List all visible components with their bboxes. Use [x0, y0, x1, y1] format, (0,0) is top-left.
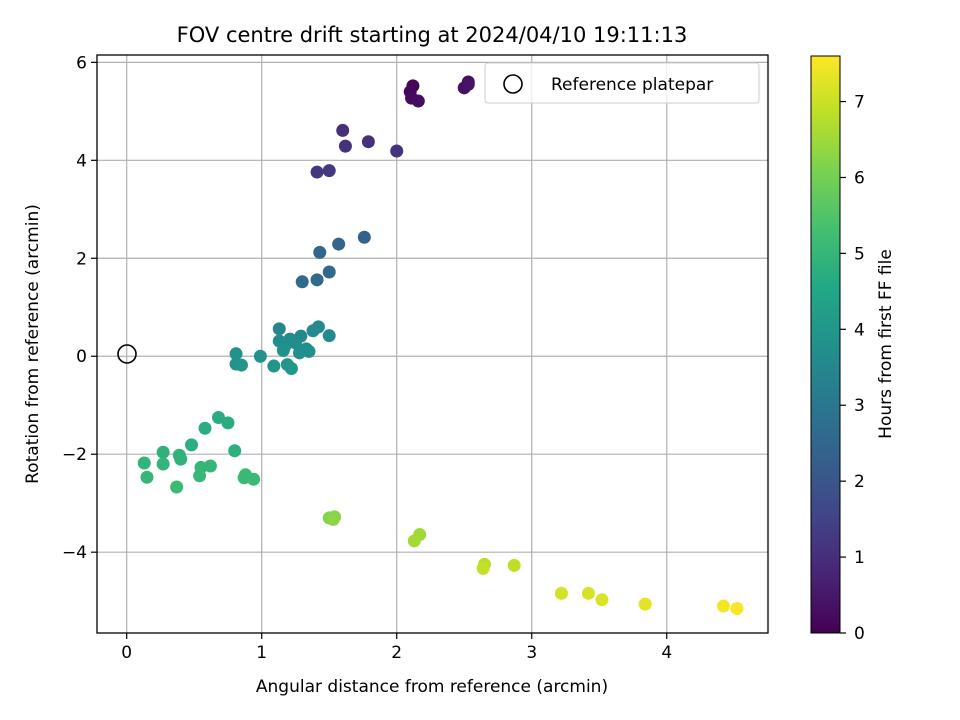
data-point — [332, 237, 346, 251]
data-point — [322, 164, 336, 178]
y-axis-label: Rotation from reference (arcmin) — [23, 204, 43, 484]
data-point — [716, 599, 730, 613]
data-point — [554, 586, 568, 600]
data-point — [229, 347, 243, 361]
colorbar-tick-label: 4 — [854, 320, 865, 340]
data-points — [137, 75, 744, 616]
x-tick-label: 3 — [526, 643, 537, 663]
data-point — [276, 343, 290, 357]
plot-frame — [96, 54, 769, 634]
data-point — [581, 586, 595, 600]
y-tick-label: 6 — [76, 53, 87, 73]
data-point — [310, 273, 324, 287]
colorbar-tick-label: 7 — [854, 93, 865, 113]
x-axis-label: Angular distance from reference (arcmin) — [256, 677, 608, 697]
data-point — [336, 123, 350, 137]
data-point — [156, 457, 170, 471]
data-point — [140, 470, 154, 484]
y-tick-label: −4 — [62, 543, 87, 563]
data-point — [295, 275, 309, 289]
legend-marker — [503, 74, 523, 94]
y-axis-ticks: −4 −2 0 2 4 6 — [62, 53, 97, 563]
data-point — [357, 230, 371, 244]
data-point — [306, 324, 320, 338]
data-point — [267, 359, 281, 373]
data-point — [390, 144, 404, 158]
data-point — [170, 480, 184, 494]
colorbar-tick-label: 0 — [854, 624, 865, 644]
data-point — [461, 77, 475, 91]
colorbar-tick-label: 3 — [854, 396, 865, 416]
data-point — [326, 512, 340, 526]
data-point — [212, 410, 226, 424]
data-point — [338, 139, 352, 153]
y-tick-label: 2 — [76, 249, 87, 269]
y-tick-label: −2 — [62, 445, 87, 465]
data-point — [313, 245, 327, 259]
data-point — [198, 421, 212, 435]
colorbar-tick-label: 2 — [854, 472, 865, 492]
data-point — [272, 322, 286, 336]
data-point — [234, 358, 248, 372]
x-tick-label: 0 — [121, 643, 132, 663]
colorbar — [810, 55, 841, 634]
data-point — [730, 602, 744, 616]
reference-marker — [117, 344, 137, 364]
colorbar-tick-label: 6 — [854, 168, 865, 188]
data-point — [156, 445, 170, 459]
data-point — [193, 469, 207, 483]
data-point — [411, 94, 425, 108]
data-point — [253, 349, 267, 363]
data-point — [247, 472, 261, 486]
data-point — [228, 444, 242, 458]
data-point — [361, 135, 375, 149]
data-point — [185, 438, 199, 452]
data-point — [595, 593, 609, 607]
data-point — [476, 561, 490, 575]
data-point — [137, 456, 151, 470]
chart-title: FOV centre drift starting at 2024/04/10 … — [177, 23, 688, 47]
data-point — [638, 597, 652, 611]
data-point — [174, 452, 188, 466]
colorbar-tick-label: 5 — [854, 244, 865, 264]
data-point — [302, 344, 316, 358]
y-tick-label: 0 — [76, 347, 87, 367]
legend: Reference platepar — [484, 62, 760, 104]
x-tick-label: 4 — [661, 643, 672, 663]
data-point — [322, 265, 336, 279]
data-point — [322, 329, 336, 343]
colorbar-label: Hours from first FF file — [876, 249, 896, 439]
colorbar-tick-label: 1 — [854, 548, 865, 568]
x-axis-ticks: 0 1 2 3 4 — [121, 633, 672, 663]
data-point — [407, 534, 421, 548]
data-point — [310, 165, 324, 179]
x-tick-label: 1 — [256, 643, 267, 663]
data-point — [507, 558, 521, 572]
legend-label: Reference platepar — [551, 75, 713, 95]
legend-box — [484, 62, 760, 104]
y-tick-label: 4 — [76, 151, 87, 171]
data-point — [221, 416, 235, 430]
data-point — [288, 336, 302, 350]
data-point — [284, 361, 298, 375]
colorbar-ticks: 0 1 2 3 4 5 6 7 — [840, 93, 865, 644]
grid — [97, 55, 768, 633]
x-tick-label: 2 — [391, 643, 402, 663]
